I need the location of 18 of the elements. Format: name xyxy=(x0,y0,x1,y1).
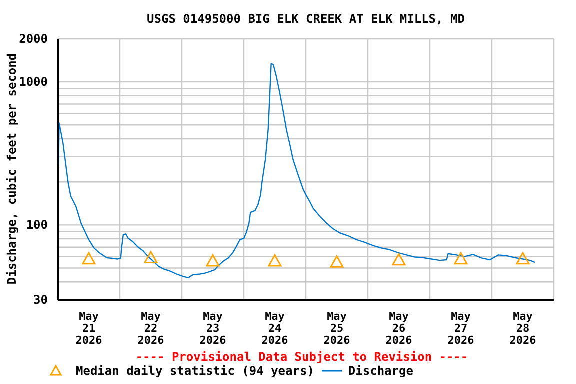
x-tick-label: May 23 2026 xyxy=(200,310,227,347)
x-tick-label: May 26 2026 xyxy=(386,310,413,347)
legend-label: Median daily statistic (94 years) xyxy=(76,364,314,378)
x-tick-label: May 22 2026 xyxy=(138,310,165,347)
y-tick-label: 2000 xyxy=(19,32,48,46)
chart-title: USGS 01495000 BIG ELK CREEK AT ELK MILLS, MD xyxy=(146,12,466,26)
text: ---- Provisional Data Subject to Revision ---- xyxy=(134,350,470,364)
x-tick-label: May 28 2026 xyxy=(510,310,537,347)
x-tick-label: May 21 2026 xyxy=(76,310,103,347)
x-tick-label: May 24 2026 xyxy=(262,310,289,347)
y-tick-label: 30 xyxy=(34,293,48,307)
y-tick-label: 1000 xyxy=(19,75,48,90)
y-tick-label: 100 xyxy=(26,218,48,232)
x-tick-label: May 25 2026 xyxy=(324,310,351,347)
line-series xyxy=(58,63,536,279)
x-tick-label: May 27 2026 xyxy=(448,310,475,347)
y-axis-title: Discharge, cubic feet per second xyxy=(5,53,19,285)
legend-label: Discharge xyxy=(348,364,414,378)
